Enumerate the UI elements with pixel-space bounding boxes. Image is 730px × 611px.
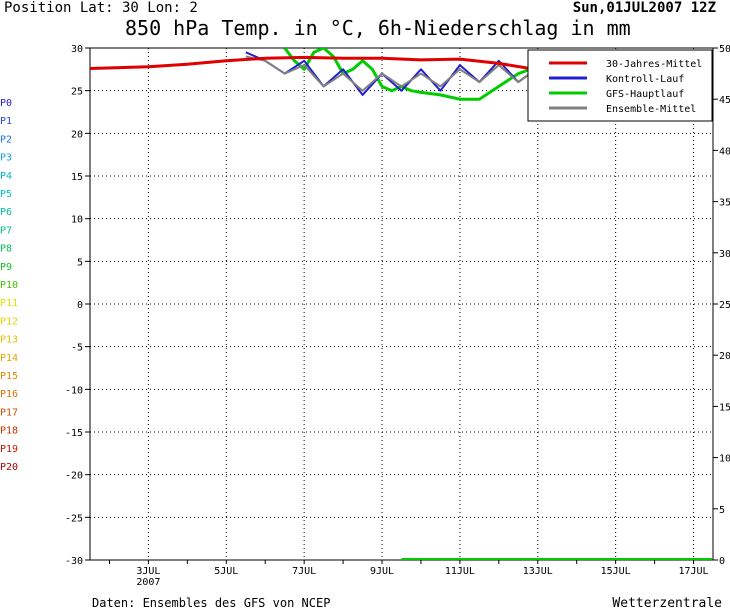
y2-tick-label: 15: [719, 402, 730, 413]
member-label: P2: [0, 134, 12, 145]
x-tick-label: 7JUL: [292, 566, 316, 577]
x-tick-label: 15JUL: [601, 566, 631, 577]
y2-tick-label: 40: [719, 146, 730, 157]
run-datetime: Sun,01JUL2007 12Z: [572, 0, 716, 16]
member-label: P5: [0, 189, 12, 200]
y2-tick-label: 20: [719, 351, 730, 362]
y-tick-label: 20: [71, 129, 83, 140]
y2-tick-label: 10: [719, 454, 730, 465]
chart-title: 850 hPa Temp. in °C, 6h-Niederschlag in …: [125, 16, 631, 40]
y-tick-label: -10: [65, 385, 83, 396]
y-tick-label: -25: [65, 513, 83, 524]
data-source-note: Daten: Ensembles des GFS von NCEP: [92, 596, 331, 610]
y2-tick-label: 30: [719, 249, 730, 260]
y-tick-label: 10: [71, 215, 83, 226]
member-label: P1: [0, 116, 12, 127]
series-line-control: [245, 51, 531, 96]
member-label: P14: [0, 353, 18, 364]
y2-tick-label: 35: [719, 198, 730, 209]
y-tick-label: -5: [71, 343, 83, 354]
plot-border: [89, 47, 714, 561]
y2-tick-label: 5: [719, 505, 725, 516]
y-tick-label: -20: [65, 471, 83, 482]
y2-tick-label: 50: [719, 44, 730, 55]
x-tick-label: 5JUL: [214, 566, 238, 577]
legend-label-gfs: GFS-Hauptlauf: [606, 89, 684, 100]
legend-label-mean: Ensemble-Mittel: [606, 104, 696, 115]
brand-label: Wetterzentrale: [612, 596, 722, 611]
member-label: P12: [0, 316, 18, 327]
member-label: P4: [0, 171, 12, 182]
y2-tick-label: 45: [719, 95, 730, 106]
x-year-label: 2007: [136, 577, 160, 588]
member-label: P0: [0, 98, 12, 109]
series-line-gfs: [283, 48, 531, 101]
legend-label-clim: 30-Jahres-Mittel: [606, 59, 702, 70]
y-tick-label: -15: [65, 428, 83, 439]
member-label: P9: [0, 262, 12, 273]
y-tick-label: 15: [71, 172, 83, 183]
series-line-mean: [245, 55, 531, 92]
x-tick-label: 9JUL: [370, 566, 394, 577]
y-tick-label: 25: [71, 87, 83, 98]
member-label: P18: [0, 426, 18, 437]
position-label: Position Lat: 30 Lon: 2: [4, 0, 198, 16]
y2-tick-label: 0: [719, 556, 725, 567]
y2-tick-label: 25: [719, 300, 730, 311]
x-tick-label: 13JUL: [523, 566, 553, 577]
x-tick-label: 3JUL: [136, 566, 160, 577]
member-label: P11: [0, 298, 18, 309]
member-label: P10: [0, 280, 18, 291]
y-tick-label: 30: [71, 44, 83, 55]
x-tick-label: 17JUL: [678, 566, 708, 577]
y-tick-label: 5: [77, 257, 83, 268]
member-label: P6: [0, 207, 12, 218]
member-label: P20: [0, 462, 18, 473]
member-label: P13: [0, 335, 18, 346]
member-label: P15: [0, 371, 18, 382]
member-label: P19: [0, 444, 18, 455]
member-label: P17: [0, 407, 18, 418]
y-tick-label: 0: [77, 300, 83, 311]
x-tick-label: 11JUL: [445, 566, 475, 577]
member-label: P16: [0, 389, 18, 400]
legend-label-control: Kontroll-Lauf: [606, 74, 684, 85]
member-label: P8: [0, 244, 12, 255]
member-label: P3: [0, 153, 12, 164]
series-line-clim: [90, 55, 531, 70]
member-label: P7: [0, 225, 12, 236]
y-tick-label: -30: [65, 556, 83, 567]
